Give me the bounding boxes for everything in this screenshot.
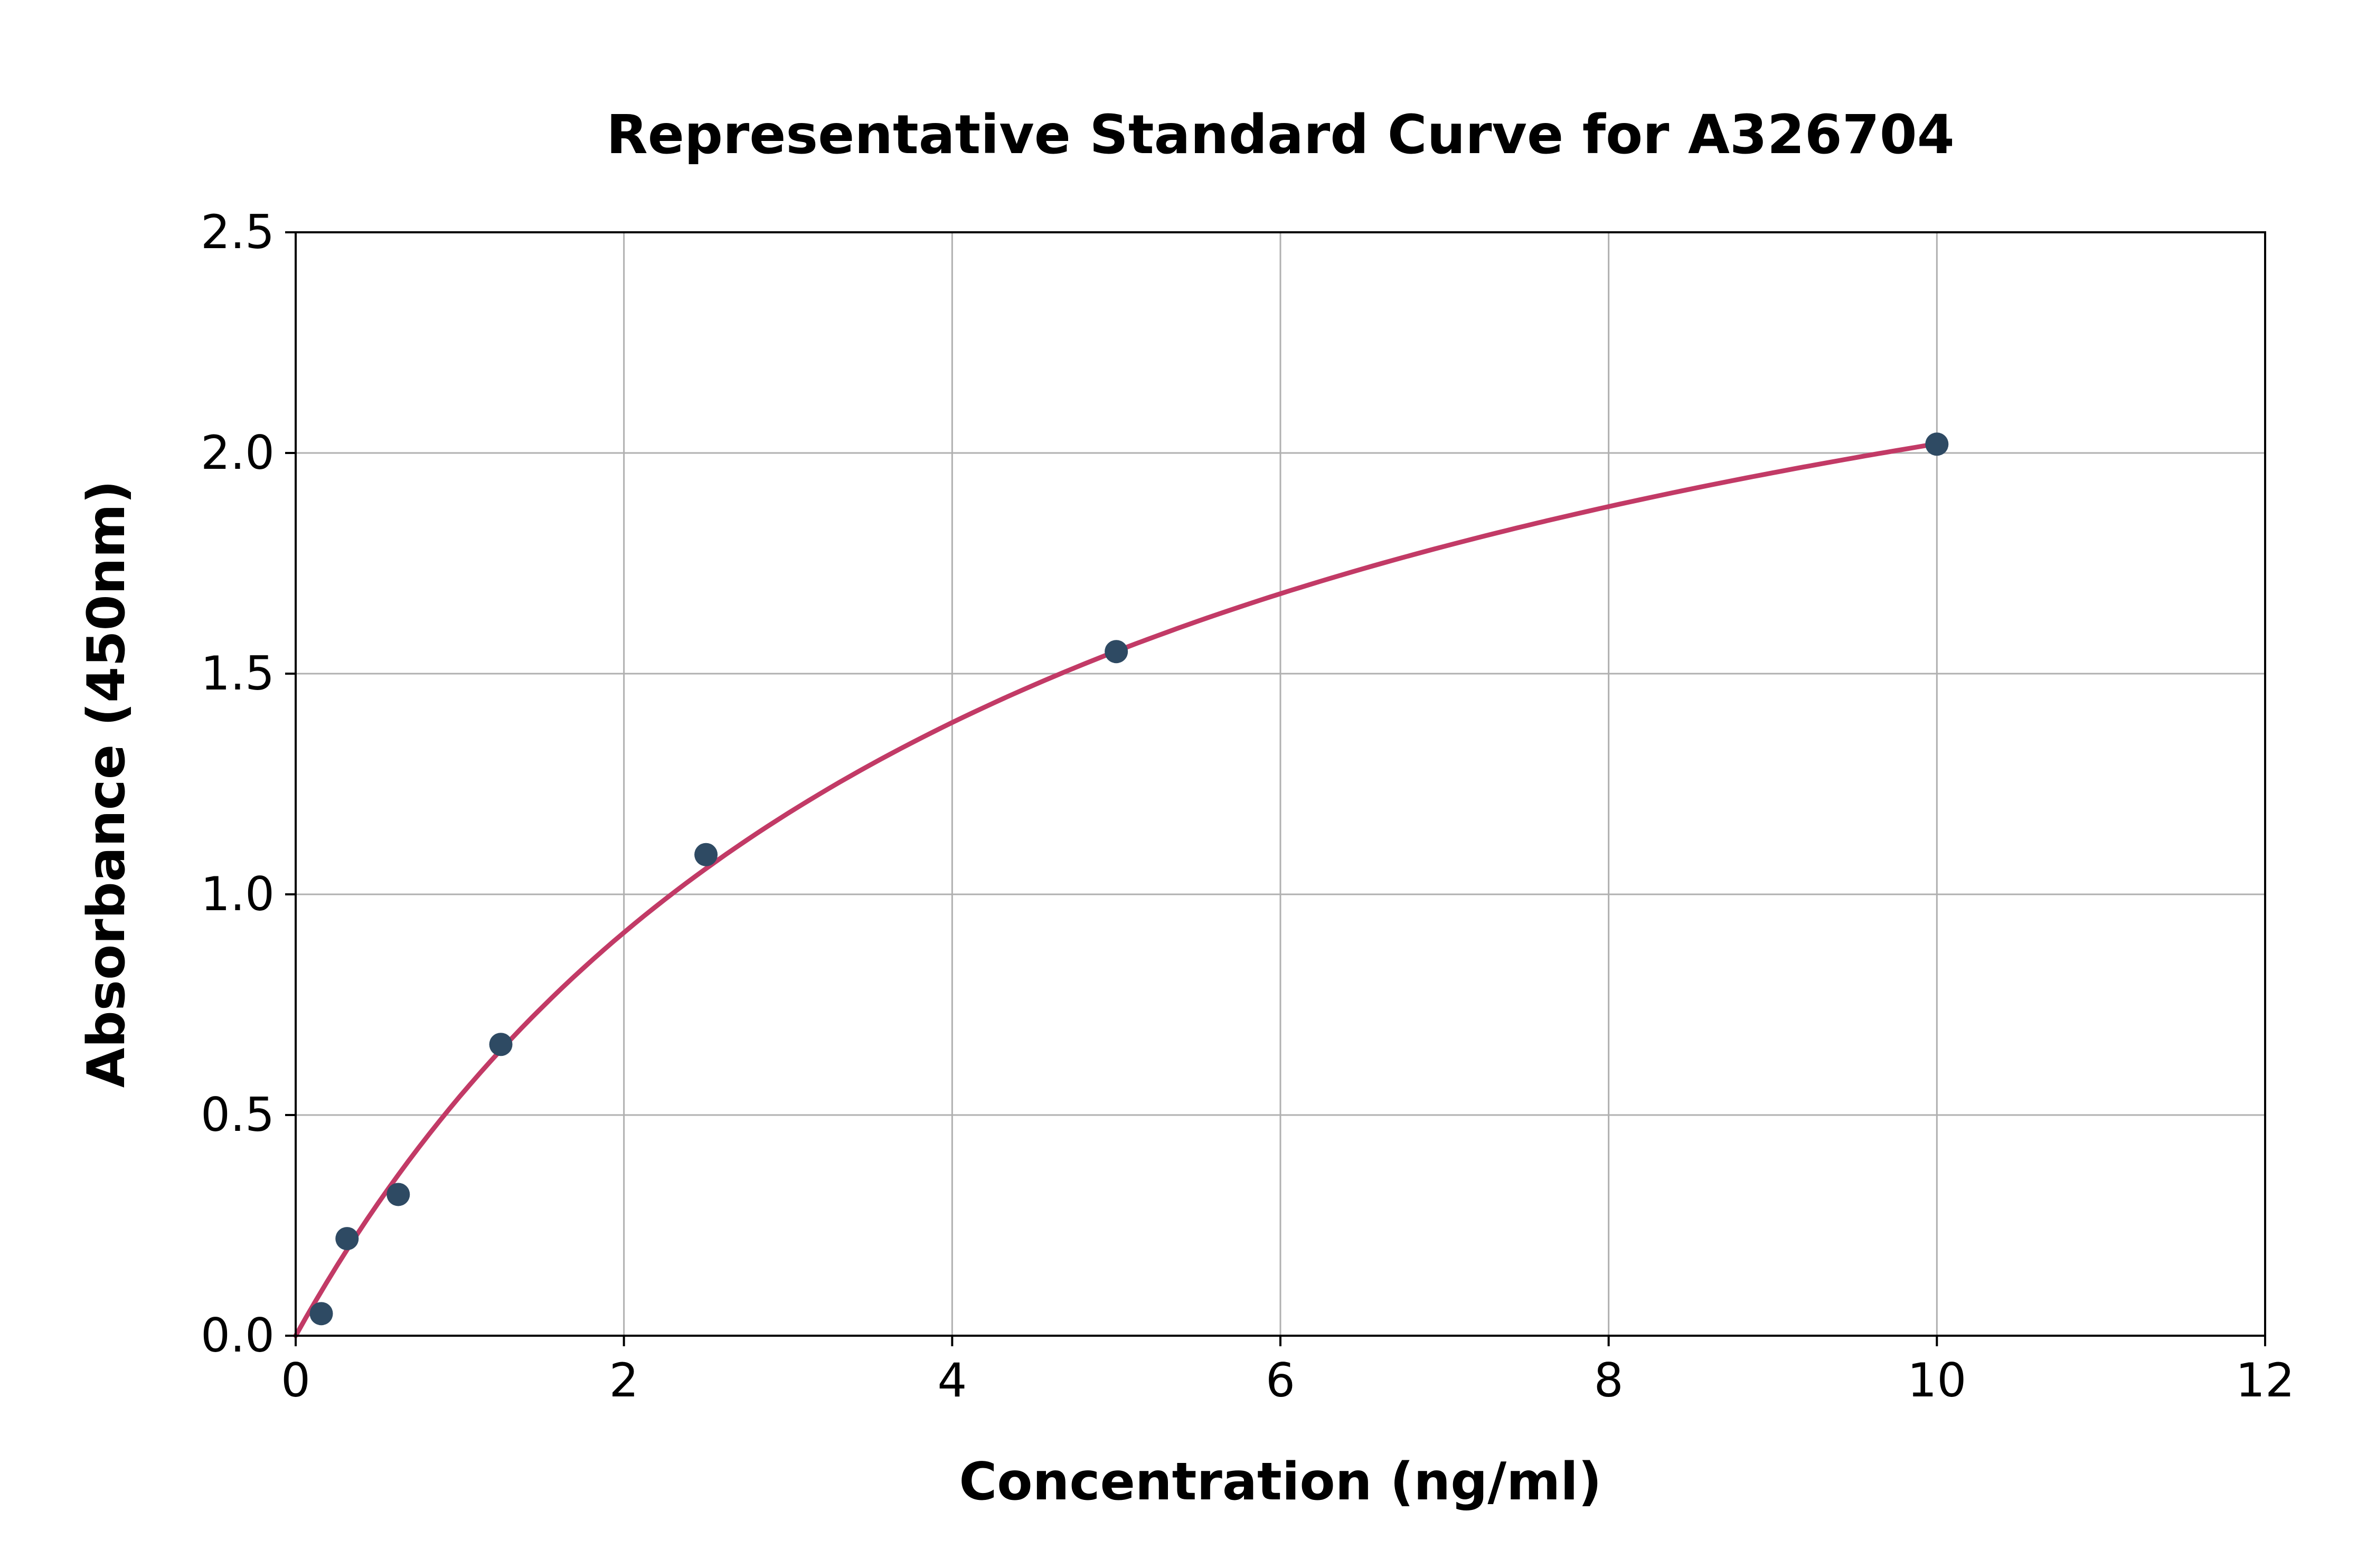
data-point xyxy=(335,1227,359,1251)
y-tick-label: 1.0 xyxy=(201,867,275,921)
y-tick-label: 0.5 xyxy=(201,1088,275,1142)
y-tick-label: 2.5 xyxy=(201,205,275,259)
x-tick-label: 8 xyxy=(1594,1353,1624,1408)
data-point xyxy=(694,843,718,866)
y-tick-label: 1.5 xyxy=(201,646,275,701)
x-tick-label: 12 xyxy=(2236,1353,2295,1408)
data-point xyxy=(1105,640,1128,664)
data-point xyxy=(386,1183,410,1206)
x-tick-label: 2 xyxy=(609,1353,639,1408)
x-tick-label: 10 xyxy=(1907,1353,1966,1408)
chart-title: Representative Standard Curve for A32670… xyxy=(606,103,1955,166)
x-tick-label: 6 xyxy=(1266,1353,1295,1408)
x-tick-label: 4 xyxy=(937,1353,967,1408)
y-tick-label: 0.0 xyxy=(201,1308,275,1363)
data-point xyxy=(1925,432,1949,456)
y-tick-label: 2.0 xyxy=(201,426,275,480)
x-tick-label: 0 xyxy=(281,1353,310,1408)
x-axis-label: Concentration (ng/ml) xyxy=(959,1452,1601,1512)
data-point xyxy=(309,1302,333,1326)
data-point xyxy=(489,1033,513,1056)
y-axis-label: Absorbance (450nm) xyxy=(77,480,137,1088)
plot-area: 0 2 4 6 8 10 12 0.0 0.5 1.0 1.5 2.0 2.5 xyxy=(201,205,2295,1408)
